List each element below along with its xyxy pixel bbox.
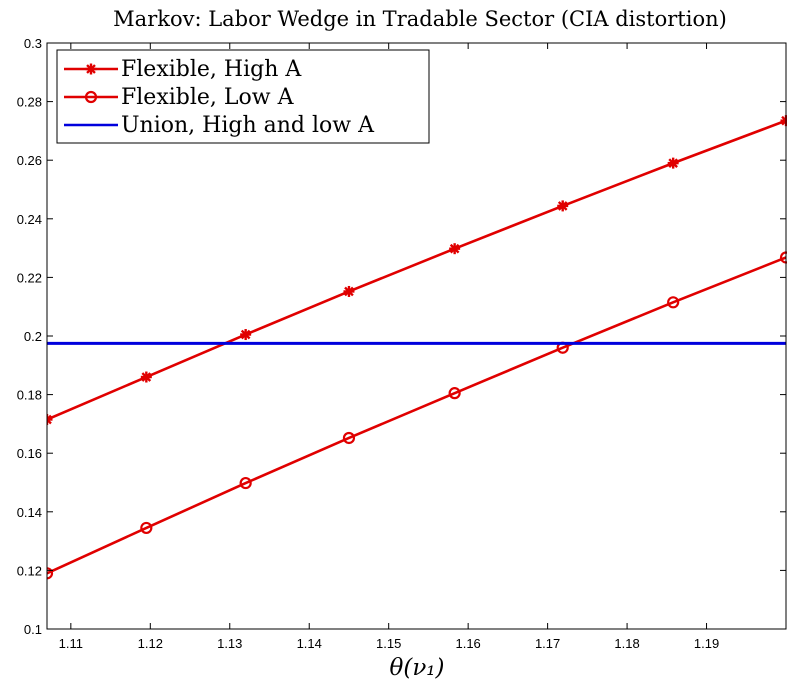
legend-marker [85,63,97,75]
data-point [449,243,461,255]
data-point [448,387,461,400]
data-point [667,157,679,169]
data-point [47,414,53,426]
legend-label: Union, High and low A [121,113,375,138]
series-layer [47,115,787,580]
x-tick-label: 1.16 [455,636,480,651]
legend-label: Flexible, Low A [121,85,295,110]
x-tick-label: 1.15 [376,636,401,651]
data-point [47,567,54,580]
y-tick-label: 0.12 [17,563,42,578]
legend: Flexible, High A Flexible, Low A Union, Hi… [56,49,430,144]
y-tick-label: 0.22 [17,270,42,285]
data-point [240,329,252,341]
data-point [239,476,252,490]
y-tick-label: 0.2 [24,329,42,344]
legend-box [56,49,430,144]
chart-title: Markov: Labor Wedge in Tradable Sector (… [113,7,727,31]
x-tick-label: 1.19 [694,636,719,651]
data-point [140,371,152,383]
data-point [557,200,569,212]
y-axis: 0.1 0.12 0.14 0.16 0.18 0.2 0.22 0.24 0.26 0.28 0.… [17,36,786,637]
y-tick-label: 0.16 [17,446,42,461]
data-point [343,285,355,297]
legend-item: Union, High and low A [64,113,375,138]
y-tick-label: 0.3 [24,36,42,51]
series-line [47,119,787,421]
x-axis: 1.11 1.12 1.13 1.14 1.15 1.16 1.17 1.18 1.19 [59,43,719,651]
legend-label: Flexible, High A [121,57,302,82]
x-tick-label: 1.12 [138,636,163,651]
x-tick-label: 1.13 [217,636,242,651]
series-1 [47,251,787,580]
x-tick-label: 1.11 [59,636,83,651]
y-tick-label: 0.18 [17,388,42,403]
data-point [667,296,680,309]
x-tick-label: 1.18 [614,636,639,651]
series-0 [47,115,787,426]
x-tick-label: 1.14 [297,636,322,651]
y-tick-label: 0.1 [24,622,42,637]
data-point [342,431,356,445]
y-tick-label: 0.14 [17,505,42,520]
legend-marker [84,90,98,104]
series-line [47,256,787,575]
legend-item: Flexible, High A [64,57,302,82]
data-point [140,521,153,535]
x-axis-label: θ(ν₁) [390,655,445,681]
y-tick-label: 0.26 [17,153,42,168]
y-tick-label: 0.28 [17,95,42,110]
x-tick-label: 1.17 [535,636,560,651]
y-tick-label: 0.24 [17,212,42,227]
legend-item: Flexible, Low A [64,85,295,110]
